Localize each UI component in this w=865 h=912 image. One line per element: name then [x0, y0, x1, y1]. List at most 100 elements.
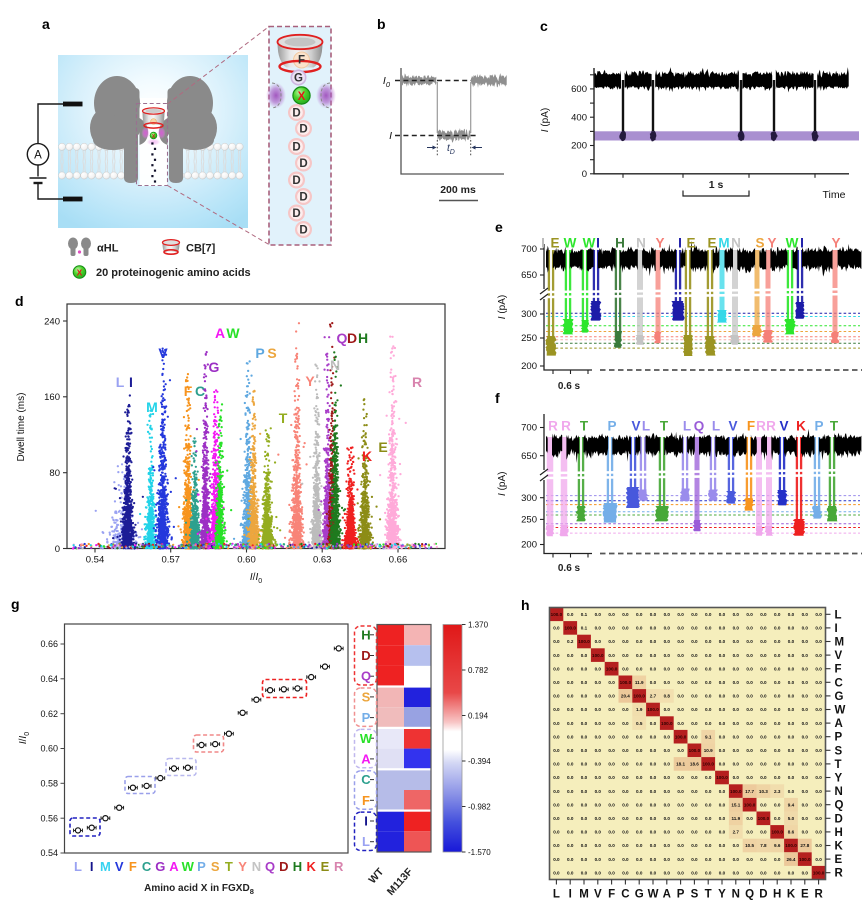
svg-text:0.0: 0.0: [815, 775, 822, 780]
svg-text:W: W: [360, 731, 373, 746]
svg-text:0.0: 0.0: [815, 721, 822, 726]
svg-text:W: W: [182, 859, 195, 874]
svg-text:S: S: [267, 345, 276, 361]
svg-text:0.0: 0.0: [553, 639, 560, 644]
svg-text:0.0: 0.0: [608, 816, 615, 821]
svg-text:F: F: [747, 419, 755, 434]
svg-text:E: E: [801, 889, 809, 901]
svg-text:0.0: 0.0: [581, 680, 588, 685]
svg-text:W: W: [564, 236, 577, 251]
svg-text:0.0: 0.0: [677, 816, 684, 821]
svg-text:T: T: [835, 759, 842, 771]
svg-text:R: R: [766, 419, 776, 434]
svg-text:M: M: [579, 889, 589, 901]
svg-text:0.0: 0.0: [746, 816, 753, 821]
svg-text:0.0: 0.0: [774, 734, 781, 739]
svg-text:E: E: [686, 236, 695, 251]
svg-text:0.60: 0.60: [40, 744, 58, 754]
svg-text:W: W: [226, 325, 240, 341]
svg-text:0.0: 0.0: [705, 626, 712, 631]
svg-text:100.0: 100.0: [689, 748, 701, 753]
svg-text:0.0: 0.0: [595, 816, 602, 821]
svg-text:I: I: [90, 859, 94, 874]
svg-text:0.0: 0.0: [677, 666, 684, 671]
svg-text:0.0: 0.0: [664, 680, 671, 685]
svg-text:D: D: [299, 124, 307, 136]
svg-text:0.0: 0.0: [650, 626, 657, 631]
svg-text:0.0: 0.0: [664, 857, 671, 862]
svg-text:0.0: 0.0: [691, 666, 698, 671]
svg-text:2.7: 2.7: [650, 694, 657, 699]
svg-text:WT: WT: [366, 866, 386, 887]
svg-text:I (pA): I (pA): [540, 108, 551, 132]
svg-text:A: A: [215, 325, 225, 341]
svg-text:0.0: 0.0: [581, 816, 588, 821]
svg-text:0.0: 0.0: [746, 680, 753, 685]
svg-text:0.0: 0.0: [636, 748, 643, 753]
svg-text:0.0: 0.0: [705, 816, 712, 821]
svg-text:Y: Y: [718, 889, 726, 901]
svg-text:0.0: 0.0: [553, 857, 560, 862]
svg-text:K: K: [787, 889, 796, 901]
svg-text:0.0: 0.0: [636, 775, 643, 780]
svg-text:0.0: 0.0: [553, 830, 560, 835]
svg-text:C: C: [142, 859, 152, 874]
svg-text:g: g: [11, 596, 20, 612]
svg-text:0.0: 0.0: [691, 830, 698, 835]
svg-text:0.0: 0.0: [774, 762, 781, 767]
svg-text:0.0: 0.0: [788, 721, 795, 726]
svg-text:0.0: 0.0: [719, 843, 726, 848]
svg-text:100.0: 100.0: [785, 843, 797, 848]
svg-text:0.0: 0.0: [595, 612, 602, 617]
svg-text:N: N: [636, 236, 646, 251]
svg-text:0.0: 0.0: [733, 707, 740, 712]
svg-text:0.0: 0.0: [705, 870, 712, 875]
svg-text:0.0: 0.0: [622, 734, 629, 739]
svg-text:0.0: 0.0: [788, 639, 795, 644]
svg-text:0.0: 0.0: [608, 789, 615, 794]
svg-text:R: R: [334, 859, 344, 874]
svg-text:Q: Q: [265, 859, 275, 874]
svg-text:0.0: 0.0: [608, 707, 615, 712]
svg-text:0.0: 0.0: [664, 789, 671, 794]
svg-text:S: S: [835, 745, 843, 757]
svg-text:0.0: 0.0: [746, 870, 753, 875]
svg-text:W: W: [786, 236, 799, 251]
svg-text:0.0: 0.0: [553, 666, 560, 671]
svg-text:100.0: 100.0: [661, 721, 673, 726]
svg-text:0.0: 0.0: [774, 694, 781, 699]
svg-text:Time: Time: [823, 189, 846, 201]
svg-text:0.0: 0.0: [788, 870, 795, 875]
svg-text:S: S: [362, 689, 371, 704]
svg-text:0.0: 0.0: [595, 830, 602, 835]
svg-text:D: D: [759, 889, 767, 901]
svg-text:0.194: 0.194: [468, 712, 489, 721]
svg-text:0.0: 0.0: [636, 802, 643, 807]
svg-text:100.0: 100.0: [702, 762, 714, 767]
svg-text:0.0: 0.0: [677, 870, 684, 875]
svg-text:0.0: 0.0: [553, 748, 560, 753]
svg-text:1 s: 1 s: [709, 179, 724, 191]
svg-text:0.0: 0.0: [802, 666, 809, 671]
svg-text:0.0: 0.0: [608, 653, 615, 658]
svg-text:250: 250: [521, 515, 537, 526]
svg-text:9.4: 9.4: [788, 802, 795, 807]
svg-text:0.0: 0.0: [622, 816, 629, 821]
svg-text:D: D: [361, 648, 370, 663]
svg-text:0.0: 0.0: [719, 653, 726, 658]
svg-text:0.0: 0.0: [733, 734, 740, 739]
svg-text:0.0: 0.0: [802, 694, 809, 699]
svg-text:I: I: [678, 236, 682, 251]
svg-text:0.0: 0.0: [760, 666, 767, 671]
svg-text:M113F: M113F: [385, 866, 416, 898]
svg-text:0.0: 0.0: [622, 857, 629, 862]
svg-text:0.0: 0.0: [553, 789, 560, 794]
svg-text:0.0: 0.0: [788, 612, 795, 617]
svg-text:0.0: 0.0: [802, 802, 809, 807]
svg-text:b: b: [377, 16, 386, 32]
svg-text:0.0: 0.0: [650, 857, 657, 862]
svg-text:F: F: [835, 664, 842, 676]
svg-text:0.0: 0.0: [774, 870, 781, 875]
svg-text:0: 0: [55, 544, 60, 555]
svg-text:0.0: 0.0: [553, 775, 560, 780]
